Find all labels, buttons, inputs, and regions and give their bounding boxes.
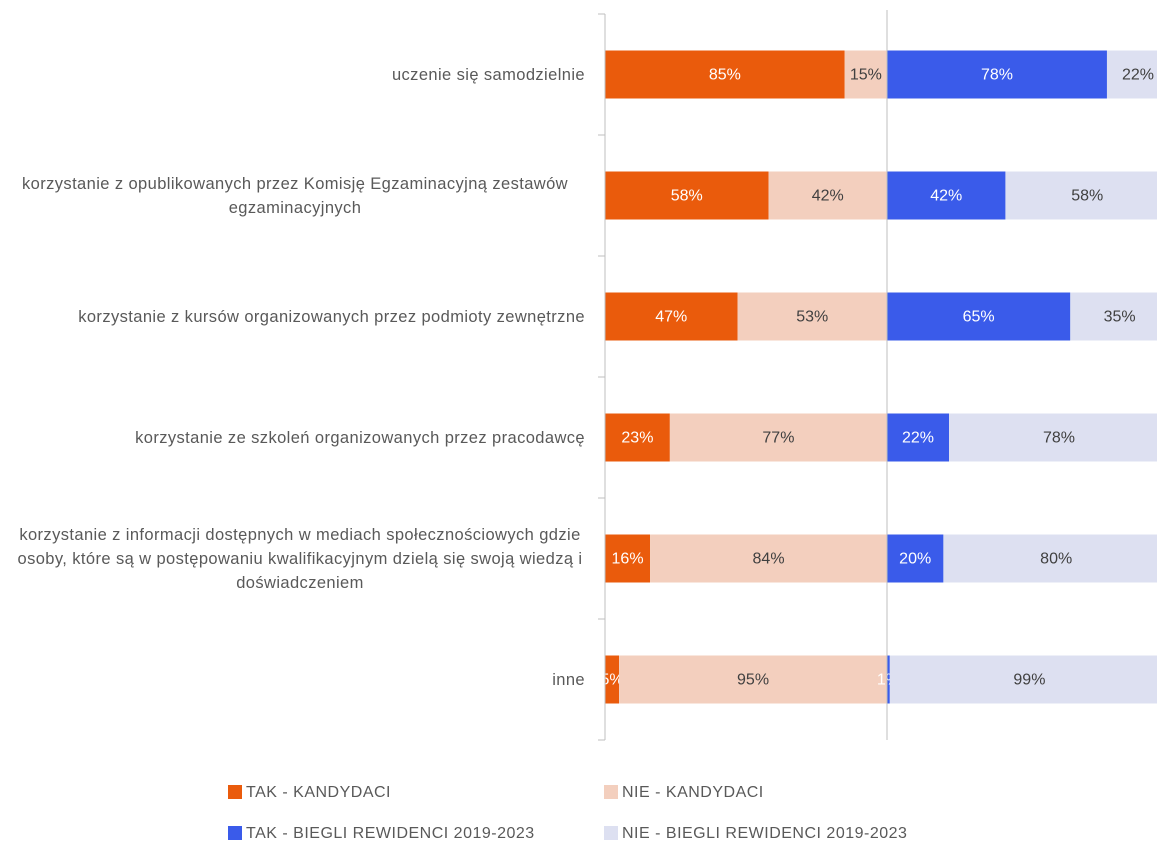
value-label: 85% [709, 67, 741, 84]
value-label: 84% [753, 551, 785, 568]
bar-segment [887, 171, 1006, 220]
bar-segment [650, 534, 887, 583]
bar-segment [768, 171, 887, 220]
value-label: 47% [655, 309, 687, 326]
value-label: 20% [899, 551, 931, 568]
bar-segment [1005, 171, 1157, 220]
value-label: 22% [902, 430, 934, 447]
value-label: 99% [1013, 672, 1045, 689]
value-label: 78% [1043, 430, 1075, 447]
value-label: 23% [621, 430, 653, 447]
value-label: 65% [963, 309, 995, 326]
bar-segment [619, 655, 887, 704]
category-label: inne [552, 670, 585, 689]
value-label: 80% [1040, 551, 1072, 568]
bar-segment [669, 413, 887, 462]
legend-swatch [604, 826, 618, 840]
value-label: 77% [762, 430, 794, 447]
value-label: 42% [930, 188, 962, 205]
value-label: 22% [1122, 67, 1154, 84]
legend-label: TAK - BIEGLI REWIDENCI 2019-2023 [246, 825, 535, 842]
legend-swatch [604, 785, 618, 799]
category-label: korzystanie ze szkoleń organizowanych pr… [135, 428, 585, 447]
value-label: 53% [796, 309, 828, 326]
bar-segment [844, 50, 887, 99]
bar-segment [887, 292, 1071, 341]
value-label: 58% [1071, 188, 1103, 205]
bar-segment [949, 413, 1157, 462]
bar-segment [889, 655, 1157, 704]
legend-label: TAK - KANDYDACI [246, 784, 391, 801]
bar-segment [605, 655, 620, 704]
value-label: 15% [850, 67, 882, 84]
legend-swatch [228, 785, 242, 799]
category-label: korzystanie z kursów organizowanych prze… [78, 307, 585, 326]
value-label: 5% [600, 672, 623, 689]
category-label: uczenie się samodzielnie [391, 65, 585, 84]
value-label: 58% [671, 188, 703, 205]
value-label: 35% [1104, 309, 1136, 326]
legend-label: NIE - KANDYDACI [622, 784, 764, 801]
value-label: 42% [812, 188, 844, 205]
legend-swatch [228, 826, 242, 840]
bar-segment [605, 292, 738, 341]
bar-segment [887, 50, 1107, 99]
bar-segment [1106, 50, 1157, 99]
value-label: 78% [981, 67, 1013, 84]
bar-segment [943, 534, 1157, 583]
bar-segment [737, 292, 887, 341]
bar-segment [605, 413, 670, 462]
bar-segment [887, 655, 890, 704]
category-label: korzystanie z opublikowanych przez Komis… [22, 174, 568, 217]
bar-segment [1070, 292, 1157, 341]
bar-segment [605, 171, 769, 220]
value-label: 16% [612, 551, 644, 568]
legend-label: NIE - BIEGLI REWIDENCI 2019-2023 [622, 825, 907, 842]
category-label: korzystanie z informacji dostępnych w me… [17, 525, 583, 592]
bar-segment [605, 534, 651, 583]
bar-segment [887, 534, 944, 583]
bar-segment [605, 50, 845, 99]
value-label: 95% [737, 672, 769, 689]
bar-segment [887, 413, 950, 462]
